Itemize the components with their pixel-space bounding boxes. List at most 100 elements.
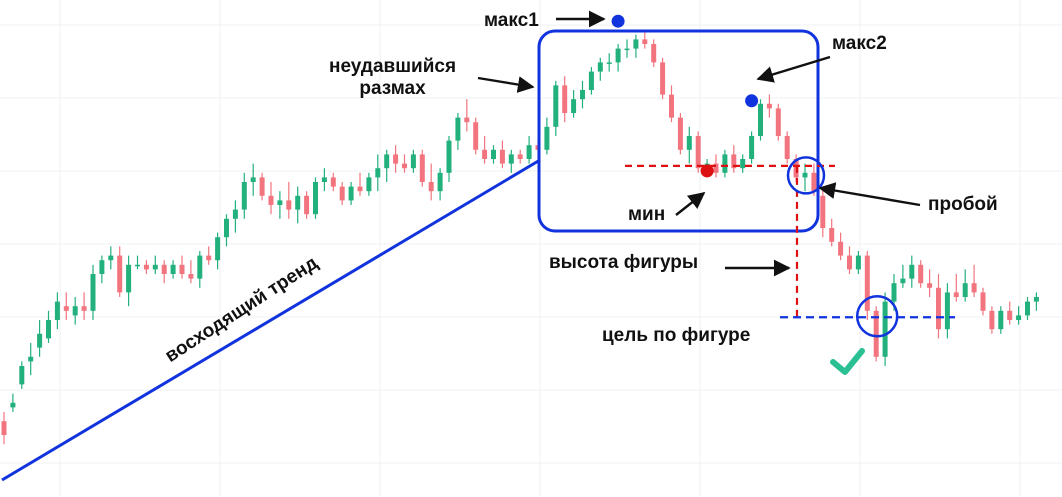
candle-body	[962, 283, 968, 297]
candle-body	[63, 306, 69, 311]
candle-body	[446, 140, 452, 173]
candle-body	[72, 306, 78, 316]
candle	[46, 310, 51, 343]
candle-body	[143, 264, 149, 270]
candle	[508, 149, 514, 173]
candles-layer	[1, 30, 1039, 445]
uptrend-line	[1, 158, 541, 482]
candle-body	[562, 85, 568, 113]
candle-body	[651, 44, 657, 63]
candle	[410, 149, 416, 173]
candle-body	[989, 310, 995, 330]
candle	[241, 172, 247, 219]
candle	[606, 53, 612, 72]
candle-body	[108, 255, 114, 261]
candle-body	[455, 117, 461, 141]
candle	[731, 145, 737, 173]
candle	[206, 246, 212, 265]
candle	[54, 292, 60, 330]
candle	[597, 57, 603, 81]
candle	[277, 191, 283, 219]
candle-body	[54, 301, 60, 320]
candle-body	[998, 310, 1004, 330]
candle	[268, 182, 274, 215]
candle	[677, 113, 683, 155]
candle	[1, 412, 7, 445]
candle-body	[250, 177, 256, 182]
candle-body	[90, 274, 96, 311]
candle-body	[517, 154, 523, 159]
candle	[971, 264, 977, 297]
candle	[686, 126, 692, 164]
candle-body	[749, 136, 755, 159]
min-point	[700, 164, 714, 178]
check-icon	[830, 348, 865, 375]
candle-body	[135, 264, 140, 267]
candle-body	[419, 154, 425, 182]
candle	[197, 251, 203, 288]
candle	[918, 260, 924, 288]
candle-body	[775, 108, 781, 136]
candle-body	[215, 237, 221, 261]
failed-swing-label: неудавшийся размах	[329, 56, 456, 100]
candle-body	[197, 255, 203, 279]
failed-swing-label-line2: размах	[359, 78, 426, 99]
candle-body	[615, 48, 621, 63]
candle	[357, 172, 363, 196]
candle	[580, 80, 585, 109]
candle-body	[179, 264, 185, 274]
candle-body	[99, 260, 105, 274]
candle-body	[384, 154, 390, 169]
candle-body	[811, 172, 817, 192]
candle-body	[375, 168, 381, 178]
candle-body	[19, 366, 25, 385]
candle-body	[313, 182, 318, 215]
candle	[384, 149, 390, 182]
candle-body	[499, 149, 505, 164]
candle	[775, 103, 781, 141]
candle-body	[410, 154, 416, 169]
candle-body	[847, 255, 852, 270]
candle-body	[473, 122, 479, 150]
candle	[402, 154, 407, 173]
candle	[10, 393, 16, 412]
candle	[188, 260, 194, 284]
candle-body	[268, 195, 274, 205]
candle	[838, 232, 844, 261]
breakout-label: пробой	[928, 194, 998, 215]
candle-body	[802, 172, 808, 178]
breakout-circle	[786, 156, 826, 195]
candle	[758, 99, 763, 141]
candle	[829, 218, 835, 247]
candle	[989, 306, 995, 334]
candle-body	[571, 99, 577, 113]
candle	[1007, 301, 1013, 325]
candle	[393, 145, 399, 173]
candle	[161, 260, 167, 284]
candle	[944, 283, 950, 339]
candle-body	[900, 278, 906, 284]
candle-body	[882, 301, 888, 357]
candle-body	[437, 172, 443, 192]
candle-body	[971, 283, 977, 293]
annotation-layer	[1, 10, 955, 482]
candle-body	[980, 292, 986, 311]
candle	[464, 99, 470, 132]
candle	[953, 274, 959, 302]
min-label: мин	[628, 204, 666, 225]
candle	[998, 306, 1004, 334]
candle	[482, 136, 488, 164]
candle-body	[864, 255, 870, 311]
candle	[250, 163, 256, 196]
candle	[909, 255, 915, 288]
candle	[143, 260, 149, 274]
candle	[339, 182, 345, 205]
candle	[927, 269, 933, 297]
candle-body	[953, 292, 959, 297]
candle	[633, 34, 639, 58]
candle	[847, 246, 852, 274]
candle	[766, 94, 772, 118]
candle-body	[731, 154, 737, 169]
candle-body	[286, 200, 292, 210]
